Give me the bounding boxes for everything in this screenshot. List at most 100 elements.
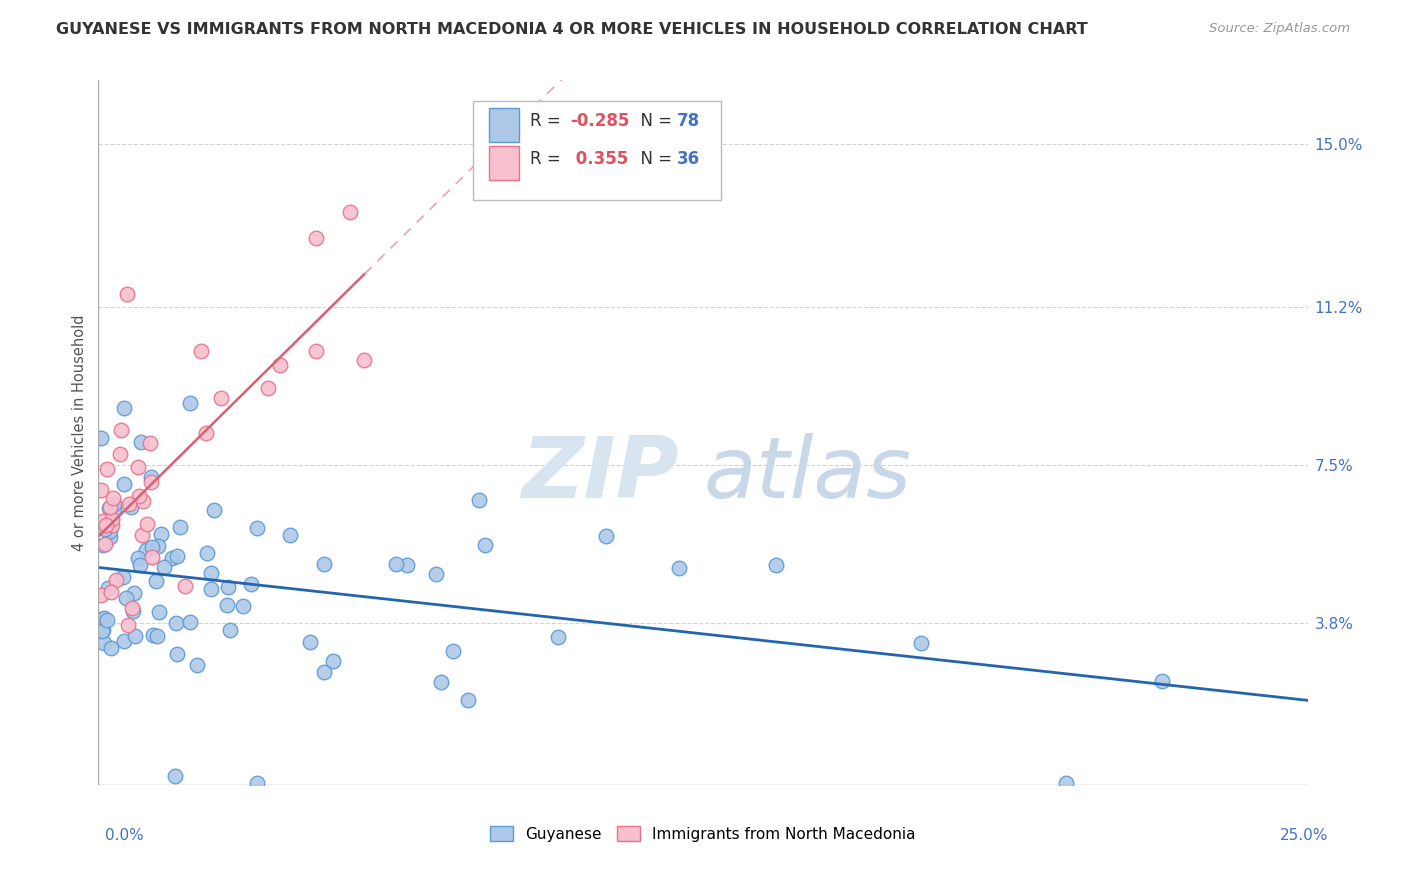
Point (93, 522, 115, 536)
Point (131, 528, 153, 542)
Point (200, 566, 222, 581)
Text: R =: R = (530, 150, 567, 169)
Point (98, 500, 121, 515)
Point (148, 539, 170, 553)
Point (305, 231, 328, 245)
Point (135, 543, 157, 558)
Bar (489, 108, 519, 142)
Text: GUYANESE VS IMMIGRANTS FROM NORTH MACEDONIA 4 OR MORE VEHICLES IN HOUSEHOLD CORR: GUYANESE VS IMMIGRANTS FROM NORTH MACEDO… (56, 22, 1088, 37)
Point (457, 692, 479, 706)
Point (179, 396, 201, 410)
Point (103, 497, 125, 511)
Legend: Guyanese, Immigrants from North Macedonia: Guyanese, Immigrants from North Macedoni… (484, 820, 922, 847)
Point (429, 674, 451, 689)
Point (124, 629, 146, 643)
Point (145, 574, 167, 588)
Point (668, 561, 690, 575)
Point (547, 630, 569, 644)
Point (117, 617, 139, 632)
Text: 0.355: 0.355 (569, 150, 628, 169)
Point (129, 558, 152, 572)
Point (136, 516, 159, 531)
Point (90, 431, 112, 445)
Point (121, 600, 143, 615)
Point (169, 519, 191, 533)
Point (219, 623, 242, 637)
Point (256, 381, 278, 395)
Point (149, 526, 172, 541)
Point (190, 343, 212, 358)
Point (96, 462, 118, 476)
Text: -0.285: -0.285 (569, 112, 630, 130)
Point (595, 529, 617, 543)
Point (111, 569, 134, 583)
Point (97, 582, 120, 596)
Point (91, 624, 114, 638)
Point (90, 612, 112, 626)
Point (129, 434, 152, 449)
Point (110, 446, 132, 460)
Point (280, 528, 302, 542)
Point (232, 599, 254, 614)
Point (195, 425, 218, 440)
FancyBboxPatch shape (474, 102, 721, 200)
Text: ZIP: ZIP (522, 434, 679, 516)
Point (120, 500, 142, 514)
Point (141, 540, 163, 554)
Point (101, 517, 124, 532)
Point (110, 423, 132, 437)
Point (112, 477, 135, 491)
Bar (489, 145, 519, 179)
Point (153, 560, 176, 574)
Point (322, 654, 344, 668)
Point (910, 636, 932, 650)
Point (98, 524, 121, 539)
Text: Source: ZipAtlas.com: Source: ZipAtlas.com (1209, 22, 1350, 36)
Point (94, 536, 117, 550)
Point (112, 401, 135, 415)
Point (100, 512, 122, 526)
Point (122, 604, 145, 618)
Point (298, 635, 321, 649)
Point (425, 567, 447, 582)
Point (112, 633, 135, 648)
Point (93, 636, 115, 650)
Point (165, 769, 187, 783)
Point (209, 391, 232, 405)
Point (91, 624, 114, 638)
Point (166, 647, 188, 661)
Point (246, 521, 269, 535)
Point (148, 605, 170, 619)
Point (104, 573, 127, 587)
Text: 36: 36 (676, 150, 700, 169)
Point (395, 558, 418, 573)
Point (100, 585, 122, 599)
Point (202, 503, 225, 517)
Point (128, 489, 150, 503)
Point (305, 343, 328, 358)
Text: N =: N = (630, 150, 678, 169)
Point (160, 551, 183, 566)
Point (117, 286, 139, 301)
Point (200, 582, 222, 596)
Text: R =: R = (530, 112, 567, 130)
Point (195, 546, 218, 560)
Point (103, 491, 125, 505)
Point (98, 530, 121, 544)
Point (91, 538, 114, 552)
Point (441, 644, 464, 658)
Point (96, 614, 118, 628)
Point (217, 580, 239, 594)
Point (174, 579, 197, 593)
Point (90, 483, 112, 497)
Point (166, 549, 188, 564)
Point (186, 658, 208, 673)
Point (103, 502, 125, 516)
Point (765, 558, 787, 572)
Point (132, 493, 155, 508)
Point (115, 591, 138, 606)
Point (97, 501, 120, 516)
Point (246, 776, 269, 790)
Point (353, 353, 375, 368)
Text: 25.0%: 25.0% (1281, 828, 1329, 843)
